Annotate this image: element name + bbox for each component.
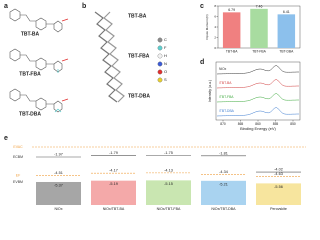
ef-value: -4.13 bbox=[164, 168, 173, 172]
spectrum bbox=[216, 65, 299, 75]
valence-box bbox=[201, 180, 246, 205]
element-swatch bbox=[157, 45, 163, 51]
x-tick-label: 855 bbox=[273, 122, 279, 126]
y-axis-label: Dipole Moment (D) bbox=[205, 14, 209, 39]
panel-label: a bbox=[4, 3, 8, 10]
panel-label: d bbox=[200, 59, 204, 66]
element-label: F bbox=[164, 45, 167, 50]
x-tick-label: TBT-FBA bbox=[252, 49, 266, 53]
element-label: O bbox=[164, 69, 167, 74]
y-tick-label: 8 bbox=[214, 4, 216, 8]
bar bbox=[250, 8, 268, 49]
level-label: EF bbox=[16, 174, 20, 178]
panel-label: b bbox=[82, 3, 86, 10]
panel-label: e bbox=[4, 135, 8, 142]
x-tick-label: 865 bbox=[238, 122, 244, 126]
sample-label: NiOx bbox=[219, 67, 227, 71]
cbm-value: -4.02 bbox=[274, 168, 283, 172]
vbm-value: -5.37 bbox=[54, 183, 63, 187]
molecule-label: TBT-DBA bbox=[128, 93, 150, 99]
cbm-value: -1.97 bbox=[54, 153, 63, 157]
cbm-value: -1.79 bbox=[109, 151, 118, 155]
y-axis-label: Intensity (a.u.) bbox=[208, 80, 212, 102]
ef-value: -4.17 bbox=[109, 169, 118, 173]
element-swatch bbox=[157, 37, 163, 43]
x-tick-label: 870 bbox=[220, 122, 226, 126]
column-label: Perovskite bbox=[270, 207, 287, 211]
y-tick-label: 2 bbox=[214, 35, 216, 39]
ef-value: -4.51 bbox=[54, 171, 63, 175]
cbm-value: -1.75 bbox=[164, 151, 173, 155]
element-swatch bbox=[157, 69, 163, 75]
vbm-value: -5.19 bbox=[109, 182, 118, 186]
panel-label: c bbox=[200, 3, 204, 10]
y-tick-label: 4 bbox=[214, 25, 216, 29]
element-swatch bbox=[157, 61, 163, 67]
column-label: NiOx bbox=[55, 207, 63, 211]
vbm-value: -5.15 bbox=[164, 182, 173, 186]
level-label: ECBM bbox=[13, 155, 23, 159]
molecule-label: TBT-FBA bbox=[128, 53, 150, 59]
sample-label: /TBT-FBA bbox=[219, 95, 234, 99]
y-tick-label: 6 bbox=[214, 14, 216, 18]
spectrum bbox=[216, 107, 299, 117]
element-label: C bbox=[164, 37, 167, 42]
structures bbox=[9, 8, 69, 113]
value-label: 6.79 bbox=[228, 8, 235, 12]
x-tick-label: 860 bbox=[255, 122, 261, 126]
crystal-packing bbox=[94, 11, 125, 103]
sample-label: /TBT-BA bbox=[219, 81, 232, 85]
column-label: NiOx/TBT-FBA bbox=[157, 207, 181, 211]
column-label: NiOx/TBT-BA bbox=[103, 207, 125, 211]
molecule-label: TBT-FBA bbox=[19, 71, 41, 77]
panel-e: e EVAC ECBM EF EVBM -1.97 -4.51 -5.37 NiOx -1.79 -… bbox=[4, 135, 306, 211]
molecule-label: TBT-BA bbox=[128, 13, 147, 19]
vbm-value: -5.56 bbox=[274, 185, 283, 189]
x-tick-label: TBT-BA bbox=[226, 49, 238, 53]
value-label: 7.46 bbox=[256, 4, 263, 8]
element-label: H bbox=[164, 53, 167, 58]
column-label: NiOx/TBT-DBA bbox=[211, 207, 236, 211]
sample-label: /TBT-DBA bbox=[219, 109, 235, 113]
element-swatch bbox=[157, 53, 163, 59]
valence-box bbox=[256, 183, 301, 205]
cbm-value: -1.81 bbox=[219, 151, 228, 155]
molecule-label: TBT-BA bbox=[21, 31, 40, 37]
level-label: EVBM bbox=[13, 180, 23, 184]
spectrum bbox=[216, 79, 299, 89]
x-tick-label: TBT-DBA bbox=[279, 49, 294, 53]
panel-d: d Intensity (a.u.) Binding Energy (eV) 870 8… bbox=[200, 59, 301, 131]
bar bbox=[277, 14, 296, 48]
ef-value: -4.34 bbox=[219, 170, 228, 174]
spectrum bbox=[216, 93, 299, 103]
element-label: S bbox=[164, 77, 167, 82]
level-label: EVAC bbox=[13, 145, 23, 149]
vbm-value: -5.21 bbox=[219, 182, 228, 186]
y-tick-label: 0 bbox=[214, 46, 216, 50]
bar bbox=[222, 12, 241, 48]
valence-box bbox=[91, 180, 136, 205]
element-swatch bbox=[157, 77, 163, 83]
x-tick-label: 850 bbox=[290, 122, 296, 126]
valence-box bbox=[36, 181, 81, 205]
ef-value: -4.63 bbox=[274, 172, 283, 176]
molecule-label: TBT-DBA bbox=[19, 111, 41, 117]
valence-box bbox=[146, 180, 191, 205]
panel-a: TBT-BA TBT-FBA TBT-DBA bbox=[19, 31, 41, 117]
value-label: 6.41 bbox=[283, 10, 290, 14]
element-label: N bbox=[164, 61, 167, 66]
x-axis-label: Binding Energy (eV) bbox=[240, 126, 276, 131]
